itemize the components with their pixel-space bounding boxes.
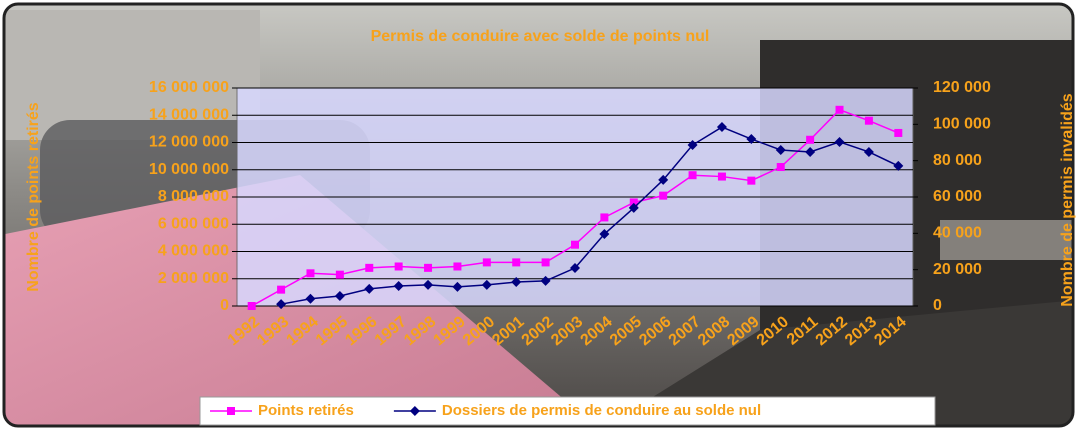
legend-label: Points retirés — [258, 402, 354, 419]
marker — [834, 136, 845, 147]
marker — [835, 105, 844, 114]
y-tick-label: 0 — [220, 297, 229, 314]
marker — [305, 293, 316, 304]
marker — [409, 406, 420, 416]
y-tick-label: 10 000 000 — [149, 161, 229, 178]
marker — [776, 163, 785, 172]
marker — [541, 258, 550, 267]
marker — [688, 171, 697, 180]
marker — [805, 146, 816, 157]
y-tick-label: 2 000 000 — [158, 270, 229, 287]
marker — [599, 229, 610, 240]
legend — [199, 396, 936, 426]
marker — [629, 198, 638, 207]
marker — [227, 407, 235, 415]
series-line — [280, 126, 899, 305]
marker — [600, 213, 609, 222]
marker — [424, 263, 433, 272]
marker — [334, 291, 345, 302]
marker — [746, 134, 757, 145]
marker — [717, 172, 726, 181]
y-tick-label: 6 000 000 — [158, 215, 229, 232]
marker — [863, 146, 874, 157]
marker — [894, 128, 903, 137]
marker — [365, 263, 374, 272]
marker — [658, 174, 669, 185]
marker — [893, 160, 904, 171]
y-tick-label: 12 000 000 — [149, 134, 229, 151]
marker — [687, 140, 698, 151]
marker — [247, 302, 256, 310]
marker — [806, 135, 815, 144]
marker — [306, 269, 315, 278]
y2-tick-label: 80 000 — [933, 152, 982, 169]
marker — [659, 191, 668, 200]
y2-tick-label: 20 000 — [933, 261, 982, 278]
y2-tick-label: 40 000 — [933, 225, 982, 242]
y2-tick-label: 100 000 — [933, 116, 991, 133]
chart-title: Permis de conduire avec solde de points … — [371, 28, 710, 45]
y-axis-title: Nombre de points retirés — [25, 102, 42, 291]
marker — [452, 281, 463, 292]
y-tick-label: 16 000 000 — [149, 79, 229, 96]
y-tick-label: 8 000 000 — [158, 188, 229, 205]
marker — [277, 285, 286, 294]
y2-tick-label: 0 — [933, 297, 942, 314]
legend-label: Dossiers de permis de conduire au solde … — [442, 402, 761, 419]
marker — [511, 277, 522, 288]
marker — [393, 281, 404, 292]
marker — [335, 270, 344, 279]
marker — [394, 262, 403, 271]
marker — [540, 275, 551, 286]
marker — [423, 279, 434, 290]
marker — [276, 299, 287, 310]
y2-tick-label: 60 000 — [933, 188, 982, 205]
marker — [716, 122, 727, 133]
y-tick-label: 14 000 000 — [149, 106, 229, 123]
y-tick-label: 4 000 000 — [158, 243, 229, 260]
marker — [775, 144, 786, 155]
marker — [481, 279, 492, 290]
y2-tick-label: 120 000 — [933, 79, 991, 96]
marker — [864, 116, 873, 125]
y2-axis-title: Nombre de permis invalidés — [1059, 93, 1076, 307]
marker — [364, 283, 375, 294]
marker — [512, 258, 521, 267]
marker — [482, 258, 491, 267]
marker — [628, 202, 639, 213]
marker — [570, 263, 580, 274]
marker — [571, 240, 579, 249]
marker — [747, 176, 756, 185]
marker — [453, 262, 462, 271]
